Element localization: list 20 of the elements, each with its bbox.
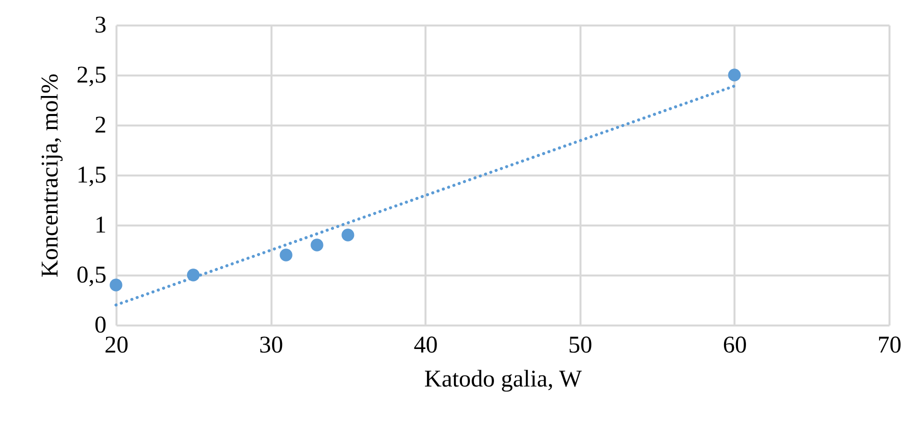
point [310, 238, 324, 252]
point [110, 278, 122, 292]
y-tick-label: 2,5 [76, 62, 106, 88]
point [342, 228, 354, 242]
x-tick-label: 60 [722, 332, 747, 358]
y-tick-label: 1 [94, 212, 106, 238]
x-tick-label: 30 [259, 332, 284, 358]
y-tick-label: 0,5 [76, 262, 106, 288]
y-axis-title: Koncentracija, mol% [38, 74, 64, 278]
y-tick-label: 1,5 [76, 162, 106, 188]
x-tick-label: 20 [104, 332, 128, 358]
y-tick-label: 3 [94, 12, 106, 38]
x-tick-label: 50 [568, 332, 592, 358]
x-axis-title: Katodo galia, W [424, 366, 582, 392]
y-tick-label: 2 [94, 112, 106, 138]
x-tick-label: 70 [878, 332, 902, 358]
x-tick-label: 40 [414, 332, 438, 358]
y-tick-label: 0 [94, 312, 106, 338]
point [728, 68, 741, 82]
point [280, 248, 292, 262]
